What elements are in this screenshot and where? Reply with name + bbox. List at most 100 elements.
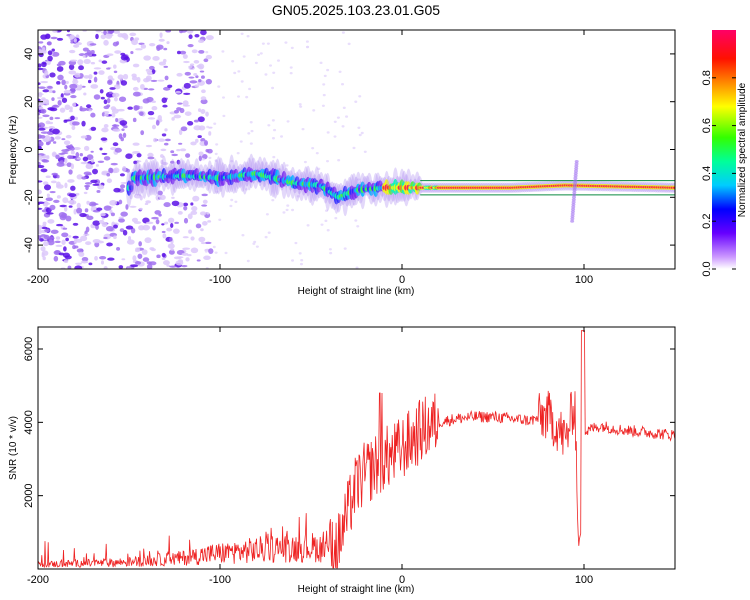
noise-speck [95, 164, 99, 167]
noise-speck [190, 141, 197, 146]
noise-speck [80, 260, 89, 264]
noise-speck [66, 30, 70, 33]
noise-speck [56, 63, 62, 67]
noise-speck [80, 135, 88, 139]
noise-speck [222, 114, 226, 118]
noise-speck [294, 241, 298, 245]
noise-speck [44, 70, 49, 76]
noise-speck [68, 193, 77, 198]
noise-speck [56, 195, 61, 199]
noise-speck [63, 140, 71, 146]
noise-speck [245, 95, 249, 99]
noise-speck [81, 176, 87, 180]
noise-speck [110, 113, 116, 118]
noise-speck [132, 86, 139, 91]
noise-speck [240, 32, 244, 35]
noise-speck [38, 122, 46, 128]
noise-speck [120, 80, 128, 86]
noise-speck [61, 97, 68, 103]
noise-speck [101, 127, 109, 133]
noise-speck [145, 221, 154, 225]
noise-speck [57, 99, 62, 106]
spur-speck [570, 214, 575, 218]
noise-speck [38, 180, 43, 183]
noise-speck [59, 107, 66, 113]
noise-speck [305, 45, 309, 49]
noise-speck [155, 120, 160, 126]
noise-speck [98, 219, 105, 224]
noise-speck [174, 221, 179, 224]
noise-speck [188, 76, 195, 79]
noise-speck [147, 152, 154, 158]
noise-speck [271, 198, 275, 202]
noise-speck [132, 63, 140, 68]
noise-speck [194, 84, 200, 88]
spur-speck [571, 205, 576, 209]
noise-speck [42, 89, 50, 93]
noise-speck [242, 55, 246, 58]
noise-speck [266, 42, 270, 45]
colorbar-label: Normalized spectral amplitude [737, 82, 748, 217]
noise-speck [208, 126, 213, 129]
noise-speck [51, 128, 60, 135]
noise-speck [193, 119, 199, 123]
noise-speck [90, 150, 94, 153]
noise-speck [198, 151, 204, 156]
noise-speck [42, 221, 47, 226]
noise-speck [154, 210, 162, 215]
noise-speck [190, 210, 198, 215]
noise-speck [38, 93, 44, 96]
noise-speck [38, 41, 44, 44]
noise-speck [39, 238, 44, 242]
noise-speck [320, 223, 324, 226]
noise-speck [203, 255, 211, 260]
noise-speck [99, 147, 103, 151]
noise-speck [100, 260, 105, 265]
noise-speck [358, 133, 362, 137]
noise-speck [109, 87, 116, 90]
spur-speck [571, 198, 576, 202]
noise-speck [68, 64, 75, 71]
colorbar-tick-label: 0.4 [701, 166, 713, 181]
noise-speck [163, 142, 169, 146]
noise-speck [129, 205, 137, 208]
noise-speck [83, 58, 91, 65]
noise-speck [56, 223, 64, 227]
noise-speck [126, 239, 135, 245]
noise-speck [96, 207, 103, 211]
spur-speck [574, 159, 579, 163]
noise-speck [58, 252, 65, 256]
noise-speck [68, 169, 73, 175]
noise-speck [298, 252, 302, 255]
noise-speck [179, 30, 184, 34]
noise-speck [271, 86, 275, 90]
noise-speck [326, 68, 330, 72]
noise-speck [65, 215, 72, 222]
noise-speck [185, 257, 190, 262]
noise-speck [38, 145, 42, 150]
noise-speck [67, 155, 74, 160]
noise-speck [284, 41, 288, 44]
noise-speck [94, 241, 100, 248]
noise-speck [122, 132, 127, 138]
snr-line-marks [38, 330, 675, 569]
noise-speck [356, 225, 360, 228]
noise-speck [201, 89, 206, 94]
noise-speck [90, 158, 95, 163]
noise-speck [84, 182, 93, 185]
spur-speck [571, 207, 576, 211]
noise-speck [326, 229, 330, 232]
noise-speck [92, 220, 101, 226]
noise-speck [63, 89, 72, 94]
noise-speck [112, 92, 120, 98]
noise-speck [38, 202, 41, 206]
noise-speck [82, 156, 89, 162]
noise-speck [101, 217, 105, 220]
noise-speck [152, 55, 160, 61]
noise-speck [142, 224, 151, 231]
noise-speck [165, 138, 171, 142]
noise-speck [107, 33, 114, 37]
noise-speck [90, 112, 96, 118]
noise-speck [198, 108, 202, 112]
noise-speck [323, 74, 327, 78]
